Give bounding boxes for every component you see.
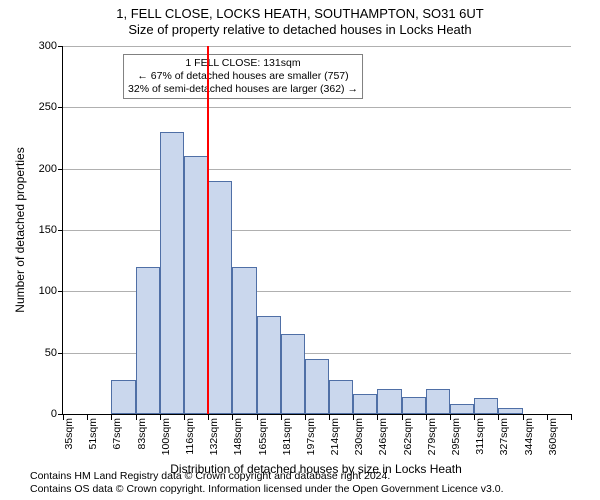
grid-line — [63, 107, 571, 108]
x-tick-label: 51sqm — [87, 418, 99, 450]
x-tick-label: 311sqm — [474, 418, 486, 455]
y-tick-label: 0 — [51, 408, 63, 420]
x-tick-label: 214sqm — [329, 418, 341, 455]
x-tick-label: 132sqm — [208, 418, 220, 455]
histogram-bar — [281, 334, 305, 414]
x-tick-label: 83sqm — [136, 418, 148, 450]
histogram-bar — [305, 359, 329, 414]
y-axis-label: Number of detached properties — [13, 147, 27, 312]
histogram-bar — [474, 398, 498, 414]
x-tick-label: 165sqm — [257, 418, 269, 455]
histogram-bar — [111, 380, 135, 414]
annotation-box: 1 FELL CLOSE: 131sqm← 67% of detached ho… — [123, 54, 363, 99]
histogram-bar — [208, 181, 232, 414]
x-tick-label: 344sqm — [523, 418, 535, 455]
grid-line — [63, 169, 571, 170]
x-tick-label: 67sqm — [111, 418, 123, 450]
histogram-bar — [450, 404, 474, 414]
x-tick-label: 295sqm — [450, 418, 462, 455]
figure-supertitle: 1, FELL CLOSE, LOCKS HEATH, SOUTHAMPTON,… — [0, 6, 600, 21]
x-tick-label: 197sqm — [305, 418, 317, 455]
x-tick-label: 279sqm — [426, 418, 438, 455]
y-tick-label: 250 — [39, 101, 63, 113]
x-tick-label: 360sqm — [547, 418, 559, 455]
histogram-bar — [329, 380, 353, 414]
histogram-bar — [232, 267, 256, 414]
figure-subtitle: Size of property relative to detached ho… — [0, 22, 600, 37]
x-tick-label: 230sqm — [353, 418, 365, 455]
histogram-bar — [184, 156, 208, 414]
histogram-bar — [377, 389, 401, 414]
attribution-line: Contains OS data © Crown copyright. Info… — [30, 483, 504, 496]
y-tick-label: 100 — [39, 285, 63, 297]
histogram-bar — [402, 397, 426, 414]
plot-area: 1 FELL CLOSE: 131sqm← 67% of detached ho… — [62, 46, 571, 415]
x-tick-mark — [571, 414, 572, 420]
y-tick-label: 150 — [39, 224, 63, 236]
x-tick-label: 100sqm — [160, 418, 172, 455]
y-tick-label: 50 — [45, 347, 63, 359]
attribution-text: Contains HM Land Registry data © Crown c… — [30, 470, 504, 496]
attribution-line: Contains HM Land Registry data © Crown c… — [30, 470, 504, 483]
histogram-bar — [136, 267, 160, 414]
x-tick-label: 181sqm — [281, 418, 293, 455]
histogram-bar — [498, 408, 522, 414]
grid-line — [63, 46, 571, 47]
figure: 1, FELL CLOSE, LOCKS HEATH, SOUTHAMPTON,… — [0, 0, 600, 500]
x-tick-label: 116sqm — [184, 418, 196, 455]
x-tick-label: 35sqm — [63, 418, 75, 450]
annotation-line: 1 FELL CLOSE: 131sqm — [128, 57, 358, 70]
y-tick-label: 300 — [39, 40, 63, 52]
histogram-bar — [353, 394, 377, 414]
x-tick-label: 246sqm — [377, 418, 389, 455]
x-tick-label: 262sqm — [402, 418, 414, 455]
grid-line — [63, 230, 571, 231]
histogram-bar — [257, 316, 281, 414]
x-tick-label: 148sqm — [232, 418, 244, 455]
annotation-line: 32% of semi-detached houses are larger (… — [128, 83, 358, 96]
histogram-bar — [426, 389, 450, 414]
reference-line — [207, 46, 209, 414]
y-tick-label: 200 — [39, 163, 63, 175]
x-tick-label: 327sqm — [498, 418, 510, 455]
histogram-bar — [160, 132, 184, 414]
annotation-line: ← 67% of detached houses are smaller (75… — [128, 70, 358, 83]
